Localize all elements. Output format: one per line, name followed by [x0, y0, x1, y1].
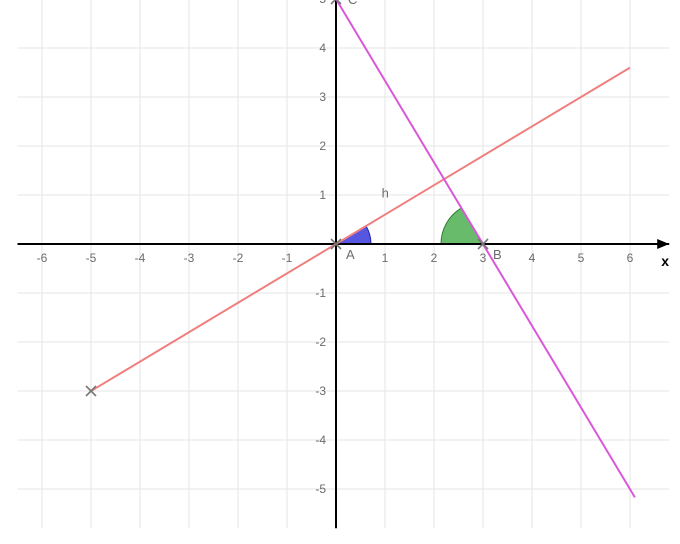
point-A-label: A [346, 247, 355, 262]
svg-text:-1: -1 [282, 251, 293, 265]
svg-text:3: 3 [480, 251, 487, 265]
svg-text:-2: -2 [233, 251, 244, 265]
svg-text:6: 6 [627, 251, 634, 265]
svg-text:2: 2 [431, 251, 438, 265]
svg-text:1: 1 [382, 251, 389, 265]
svg-text:-3: -3 [315, 384, 326, 398]
point-C-label: C [348, 0, 357, 7]
label-h: h [382, 185, 389, 200]
svg-text:-5: -5 [315, 482, 326, 496]
svg-text:2: 2 [319, 139, 326, 153]
annotations: h [382, 185, 389, 200]
svg-text:1: 1 [319, 188, 326, 202]
svg-text:4: 4 [529, 251, 536, 265]
svg-text:-5: -5 [86, 251, 97, 265]
svg-text:-2: -2 [315, 335, 326, 349]
svg-text:-6: -6 [37, 251, 48, 265]
svg-text:-1: -1 [315, 286, 326, 300]
svg-text:3: 3 [319, 90, 326, 104]
svg-text:-4: -4 [315, 433, 326, 447]
svg-text:4: 4 [319, 41, 326, 55]
coordinate-chart: xy-6-5-4-3-2-1123456-5-4-3-2-112345ABCh [0, 0, 680, 544]
svg-text:-3: -3 [184, 251, 195, 265]
svg-text:-4: -4 [135, 251, 146, 265]
x-axis-label: x [661, 253, 669, 269]
svg-text:5: 5 [319, 0, 326, 6]
svg-text:5: 5 [578, 251, 585, 265]
point-B-label: B [493, 247, 502, 262]
